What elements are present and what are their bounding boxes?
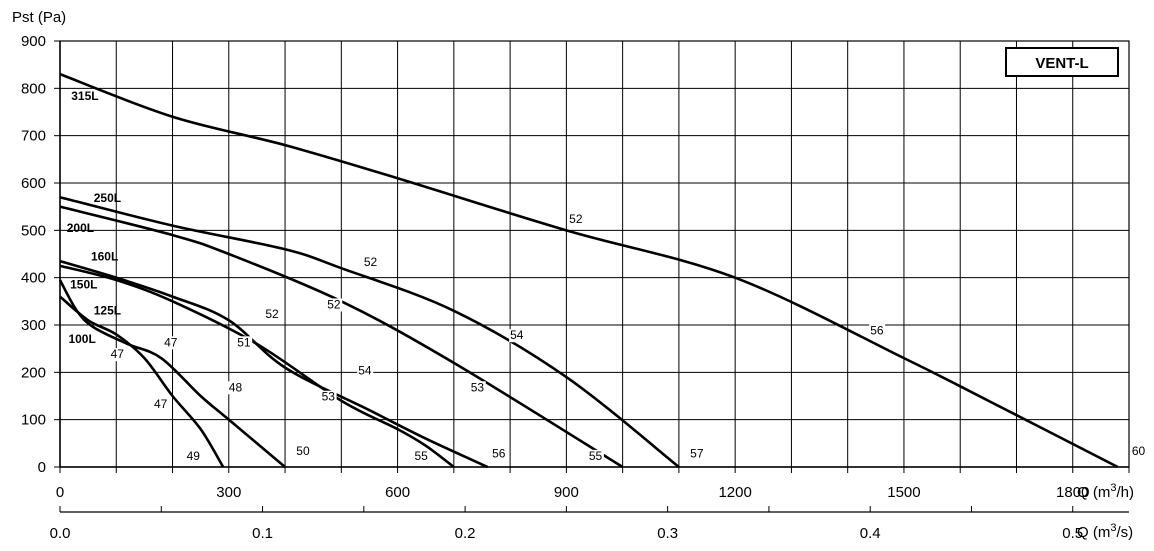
x-axis-primary-title: Q (m3/h) — [1077, 482, 1134, 501]
model-badge: VENT-L — [1005, 47, 1119, 77]
annotation-bg — [320, 390, 337, 404]
x-tick-label: 600 — [385, 484, 410, 501]
annotation-bg — [264, 307, 281, 321]
annotation-bg — [163, 336, 180, 350]
y-tick-label: 400 — [21, 270, 46, 287]
annotation-bg — [227, 381, 244, 395]
series-label: 250L — [94, 191, 121, 205]
grid — [59, 40, 1130, 468]
annotation-bg — [689, 447, 706, 461]
annotation-bg — [509, 329, 526, 343]
y-tick-label: 700 — [21, 128, 46, 145]
annotation-bg — [587, 449, 604, 463]
noise-annotation: 55 — [589, 449, 603, 463]
noise-annotations: 52 56 60 52 54 57 52 53 55 52 51 54 53 56 55 47 47 48 47 49… — [109, 212, 1147, 463]
noise-annotation: 52 — [569, 212, 583, 226]
annotation-bg — [152, 397, 169, 411]
series-label: 125L — [94, 304, 121, 318]
y-tick-label: 100 — [21, 412, 46, 429]
model-badge-text: VENT-L — [1035, 55, 1088, 72]
y-tick-label: 300 — [21, 317, 46, 334]
series-label: 200L — [67, 221, 94, 235]
y-tick-label: 600 — [21, 175, 46, 192]
noise-annotation: 52 — [327, 297, 341, 311]
y-axis-title: Pst (Pa) — [12, 9, 66, 26]
curve-250l — [59, 195, 680, 469]
x-axis-secondary: 0.0 0.1 0.2 0.3 0.4 0.5 — [50, 506, 1129, 542]
noise-annotation: 52 — [265, 307, 279, 321]
noise-annotation: 51 — [237, 335, 251, 349]
x-tick-label: 900 — [554, 484, 579, 501]
annotation-bg — [236, 336, 253, 350]
annotation-bg — [362, 255, 379, 269]
noise-annotation: 50 — [296, 444, 310, 458]
curve-160l — [59, 259, 489, 469]
x2-tick-label: 0.3 — [657, 525, 678, 542]
noise-annotation: 53 — [322, 390, 336, 404]
noise-annotation: 47 — [154, 397, 168, 411]
noise-annotation: 47 — [111, 347, 125, 361]
x-tick-label: 0 — [56, 484, 64, 501]
series-label: 100L — [68, 332, 95, 346]
noise-annotation: 55 — [414, 449, 428, 463]
curve-200l — [59, 205, 624, 469]
noise-annotation: 53 — [471, 380, 485, 394]
curve-150l — [59, 264, 455, 469]
noise-annotation: 60 — [1132, 444, 1146, 458]
x-tick-label: 1200 — [718, 484, 751, 501]
series-labels: 315L 250L 200L 160L 150L 125L 100L — [67, 89, 121, 346]
noise-annotation: 48 — [229, 380, 243, 394]
y-tick-label: 500 — [21, 222, 46, 239]
x-axis-secondary-title: Q (m3/s) — [1077, 522, 1133, 541]
annotation-bg — [1130, 445, 1147, 459]
y-tick-label: 0 — [38, 459, 46, 476]
plot-frame — [59, 40, 1130, 468]
x-axis-primary-ticks: 0 300 600 900 1200 1500 1800 — [56, 467, 1130, 501]
annotation-bg — [413, 449, 430, 463]
x2-tick-label: 0.1 — [252, 525, 273, 542]
x2-tick-label: 0.2 — [455, 525, 476, 542]
annotation-bg — [491, 447, 508, 461]
annotation-bg — [469, 381, 486, 395]
y-tick-label: 900 — [21, 33, 46, 50]
annotation-bg — [357, 364, 374, 378]
curve-315l — [59, 72, 1119, 469]
noise-annotation: 54 — [510, 328, 524, 342]
y-tick-label: 200 — [21, 364, 46, 381]
noise-annotation: 56 — [492, 447, 506, 461]
noise-annotation: 56 — [870, 323, 884, 337]
y-axis-ticks: 0 100 200 300 400 500 600 700 800 900 — [21, 33, 60, 476]
x-tick-label: 300 — [216, 484, 241, 501]
noise-annotation: 54 — [358, 364, 372, 378]
noise-annotation: 47 — [164, 335, 178, 349]
series-label: 150L — [70, 278, 97, 292]
x-tick-label: 1800 — [1056, 484, 1089, 501]
x2-tick-label: 0.5 — [1062, 525, 1083, 542]
curve-100l — [59, 295, 225, 468]
series-label: 160L — [91, 250, 118, 264]
x2-tick-label: 0.0 — [50, 525, 71, 542]
series-label: 315L — [71, 89, 98, 103]
annotation-bg — [326, 298, 343, 312]
annotation-bg — [109, 348, 126, 362]
curves — [58, 72, 1119, 469]
x2-tick-label: 0.4 — [860, 525, 881, 542]
noise-annotation: 49 — [187, 449, 201, 463]
annotation-bg — [869, 324, 886, 338]
annotation-bg — [185, 449, 202, 463]
y-tick-label: 800 — [21, 80, 46, 97]
noise-annotation: 57 — [690, 447, 704, 461]
annotation-bg — [295, 445, 312, 459]
noise-annotation: 52 — [364, 255, 378, 269]
annotation-bg — [568, 213, 585, 227]
x-tick-label: 1500 — [887, 484, 920, 501]
